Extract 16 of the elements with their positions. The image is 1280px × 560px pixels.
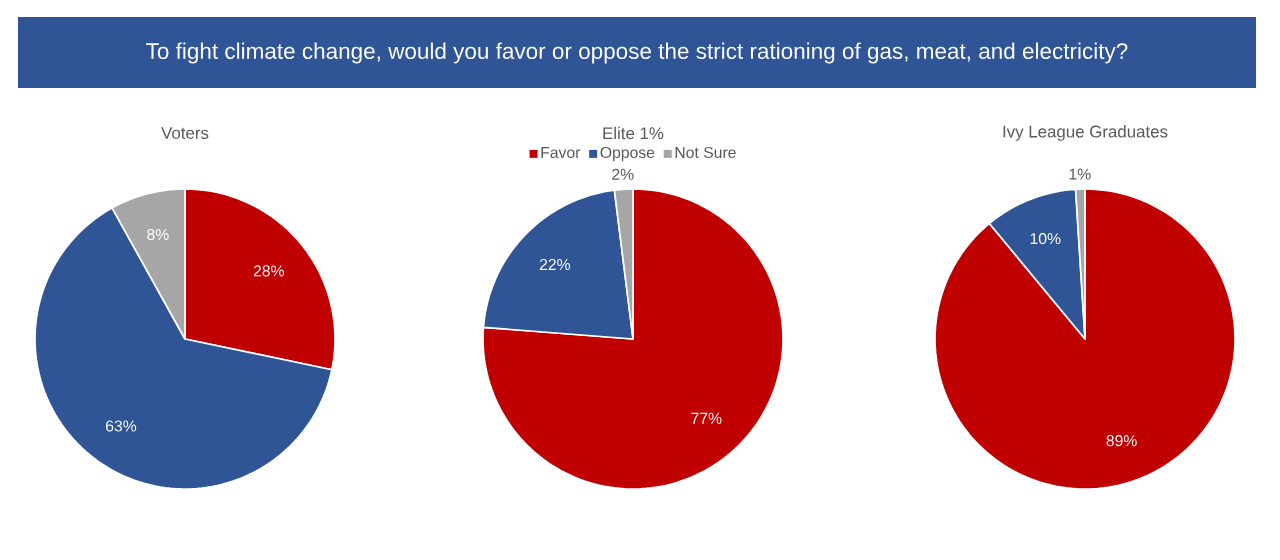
data-label: 8% — [147, 228, 169, 241]
legend-label: Not Sure — [675, 146, 736, 159]
data-label: 89% — [1106, 435, 1137, 447]
data-label: 28% — [253, 265, 285, 277]
legend-label: Favor — [541, 147, 581, 159]
data-label: 2% — [612, 168, 634, 180]
data-label: 63% — [106, 420, 137, 432]
data-label: 1% — [1069, 168, 1091, 180]
chart-title: Ivy League Graduates — [1003, 125, 1168, 141]
data-label: 10% — [1030, 233, 1061, 245]
chart-title: Elite 1% — [603, 126, 664, 140]
data-label: 77% — [691, 412, 722, 424]
text: To fight climate change, would you favor or oppose the strict rationing of gas, meat, and electricity? — [146, 42, 1128, 64]
legend-label: Oppose — [600, 146, 655, 162]
chart-title: Voters — [161, 127, 209, 139]
data-label: 22% — [539, 258, 571, 270]
